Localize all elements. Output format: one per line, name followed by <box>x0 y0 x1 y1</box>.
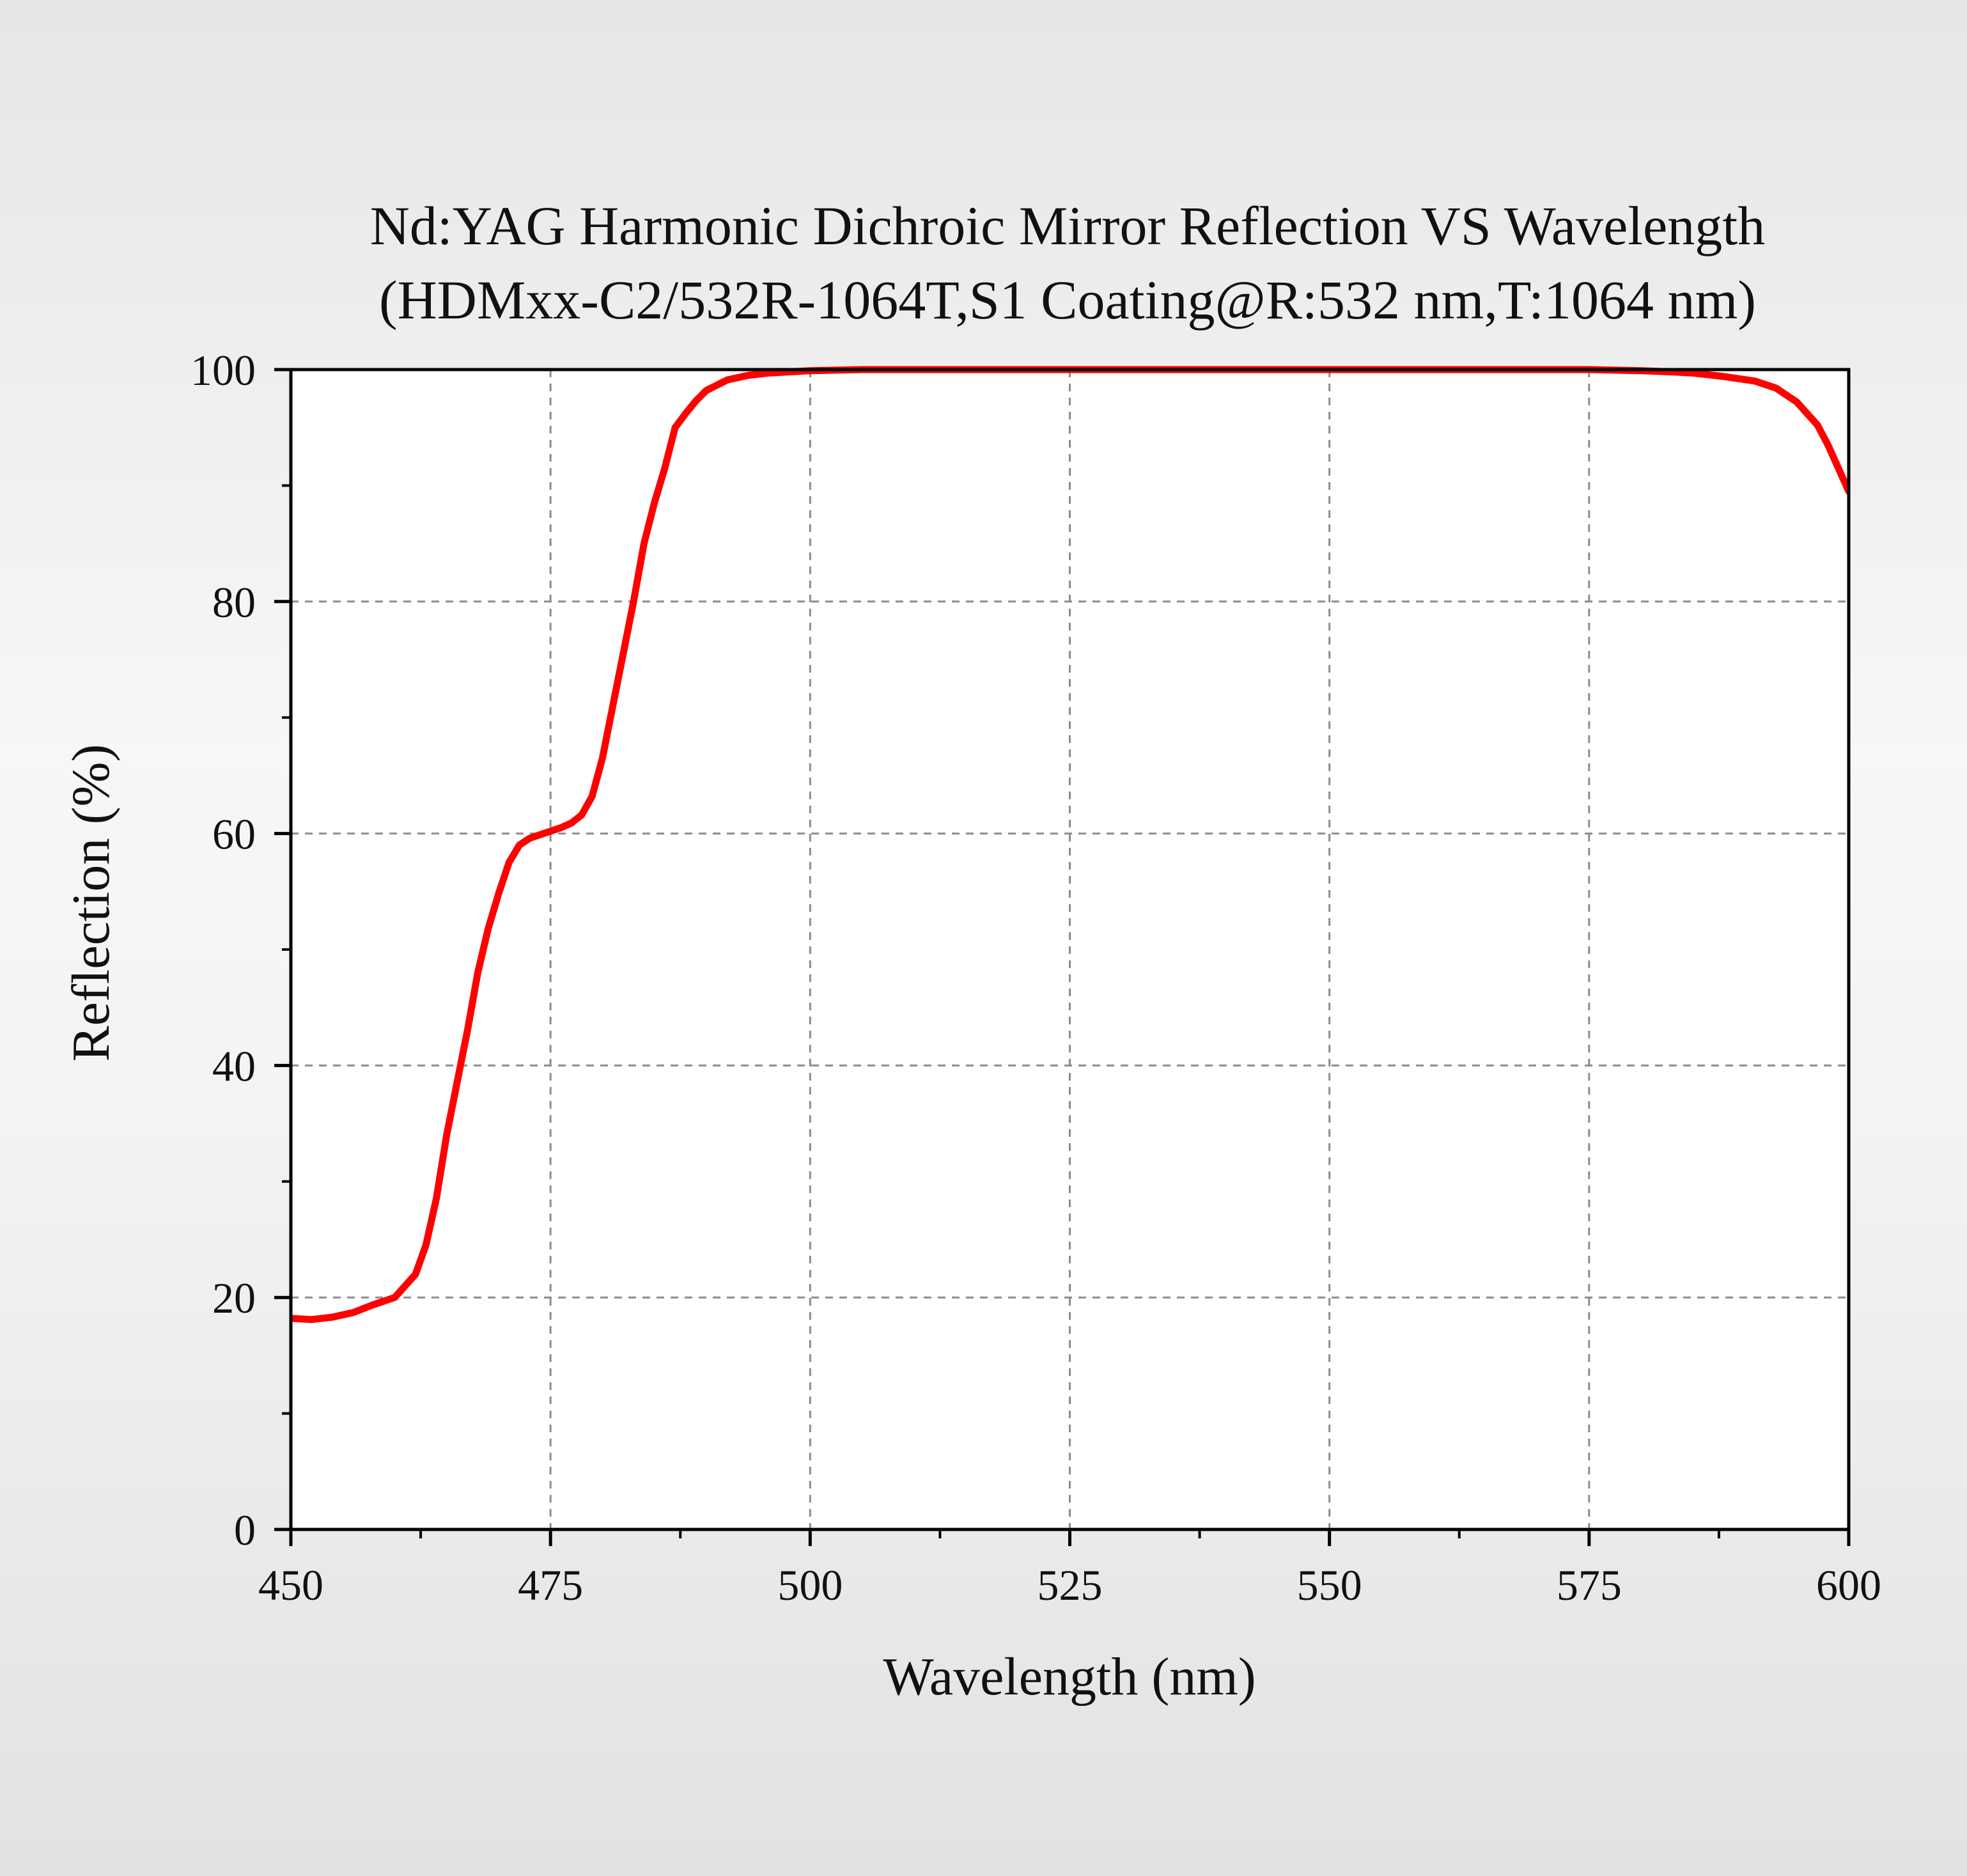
x-tick-label: 550 <box>1297 1561 1362 1609</box>
x-tick-label: 475 <box>518 1561 583 1609</box>
y-tick-label: 20 <box>212 1274 256 1322</box>
y-tick-label: 40 <box>212 1042 256 1090</box>
y-tick-label: 0 <box>234 1506 256 1554</box>
x-axis-title: Wavelength (nm) <box>883 1647 1256 1707</box>
y-axis-title: Reflection (%) <box>61 744 121 1062</box>
grid-layer <box>291 370 1849 1529</box>
axes-layer: 450 475 500 525 550 575 600 0 20 40 60 80 100 <box>190 346 1881 1609</box>
x-tick-label: 575 <box>1557 1561 1622 1609</box>
y-tick-label: 80 <box>212 578 256 627</box>
labels-layer: Nd:YAG Harmonic Dichroic Mirror Reflecti… <box>61 195 1765 1707</box>
x-tick-label: 450 <box>258 1561 323 1609</box>
y-tick-label: 100 <box>190 346 256 395</box>
x-tick-label: 525 <box>1038 1561 1103 1609</box>
chart-subtitle: (HDMxx-C2/532R-1064T,S1 Coating@R:532 nm… <box>379 269 1756 331</box>
chart-title: Nd:YAG Harmonic Dichroic Mirror Reflecti… <box>370 195 1765 256</box>
x-tick-label: 600 <box>1816 1561 1881 1609</box>
x-tick-label: 500 <box>777 1561 843 1609</box>
y-tick-label: 60 <box>212 810 256 859</box>
